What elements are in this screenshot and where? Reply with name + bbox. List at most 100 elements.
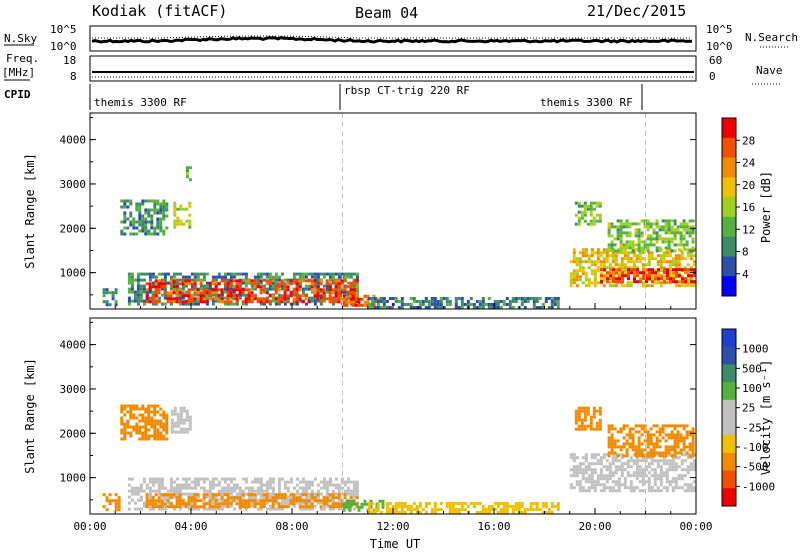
data-cell: [190, 282, 194, 286]
data-cell: [587, 266, 591, 270]
data-cell: [637, 243, 641, 247]
data-cell: [620, 266, 624, 270]
data-cell: [123, 232, 127, 236]
data-cell: [349, 291, 353, 295]
data-cell: [136, 299, 140, 303]
data-cell: [590, 251, 594, 255]
data-cell: [144, 407, 148, 411]
data-region: [600, 268, 696, 284]
data-cell: [637, 231, 641, 235]
data-cell: [602, 263, 606, 267]
data-cell: [693, 268, 696, 272]
data-cell: [190, 480, 194, 484]
data-cell: [463, 502, 467, 505]
data-cell: [126, 431, 130, 435]
data-cell: [181, 284, 185, 288]
data-cell: [268, 272, 272, 276]
colorbar-swatch: [722, 118, 736, 139]
data-cell: [460, 502, 464, 505]
data-cell: [627, 277, 630, 281]
data-cell: [348, 505, 352, 509]
data-cell: [481, 505, 485, 508]
data-cell: [187, 294, 191, 298]
data-cell: [277, 480, 281, 484]
data-cell: [583, 424, 587, 428]
data-cell: [190, 496, 194, 500]
data-cell: [661, 451, 665, 455]
data-cell: [644, 284, 648, 288]
data-cell: [277, 496, 281, 500]
data-cell: [535, 502, 539, 505]
data-cell: [208, 505, 212, 509]
data-cell: [151, 275, 155, 279]
data-cell: [667, 436, 671, 440]
data-cell: [286, 498, 290, 502]
data-cell: [202, 505, 206, 509]
data-cell: [388, 306, 392, 309]
data-cell: [635, 486, 639, 490]
data-cell: [628, 445, 632, 449]
data-cell: [322, 499, 326, 503]
data-cell: [622, 442, 626, 446]
data-cell: [274, 493, 278, 497]
data-cell: [178, 502, 182, 506]
data-cell: [253, 287, 257, 291]
data-cell: [375, 297, 379, 301]
data-cell: [138, 211, 142, 215]
data-cell: [304, 502, 308, 506]
data-cell: [581, 468, 585, 472]
data-cell: [138, 419, 142, 423]
data-cell: [310, 288, 314, 292]
data-cell: [178, 505, 182, 509]
data-region: [607, 424, 695, 458]
data-cell: [672, 271, 675, 275]
data-cell: [162, 211, 166, 215]
data-cell: [271, 492, 275, 496]
data-cell: [280, 279, 284, 283]
data-cell: [451, 508, 455, 511]
data-cell: [199, 291, 203, 295]
data-cell: [185, 172, 189, 176]
data-cell: [612, 280, 615, 284]
data-cell: [141, 202, 145, 206]
data-cell: [649, 433, 653, 437]
data-cell: [634, 424, 638, 428]
data-cell: [127, 278, 131, 282]
data-cell: [668, 248, 672, 252]
data-cell: [619, 225, 623, 229]
data-cell: [593, 272, 597, 276]
data-cell: [646, 433, 650, 437]
data-cell: [133, 299, 137, 303]
data-cell: [589, 219, 593, 223]
data-cell: [217, 300, 221, 304]
data-cell: [313, 272, 317, 276]
data-cell: [646, 454, 650, 458]
data-cell: [397, 300, 401, 303]
data-cell: [602, 486, 606, 490]
data-cell: [689, 462, 693, 466]
data-cell: [277, 297, 281, 301]
data-cell: [295, 285, 299, 289]
data-cell: [433, 502, 437, 505]
data-cell: [496, 505, 500, 508]
data-cell: [148, 296, 152, 300]
data-cell: [211, 282, 215, 286]
data-cell: [670, 240, 674, 244]
data-cell: [643, 430, 647, 434]
colorbar-tick-label: 8: [742, 246, 749, 259]
data-cell: [319, 302, 323, 306]
data-cell: [577, 424, 581, 428]
data-cell: [274, 275, 278, 279]
data-cell: [376, 505, 380, 508]
data-region: [569, 453, 696, 493]
data-cell: [635, 474, 639, 478]
data-cell: [151, 502, 155, 506]
data-cell: [652, 454, 656, 458]
data-cell: [178, 489, 182, 493]
data-cell: [578, 465, 582, 469]
data-cell: [127, 281, 131, 285]
data-cell: [608, 462, 612, 466]
data-cell: [593, 468, 597, 472]
data-cell: [298, 507, 302, 511]
data-cell: [691, 436, 695, 440]
